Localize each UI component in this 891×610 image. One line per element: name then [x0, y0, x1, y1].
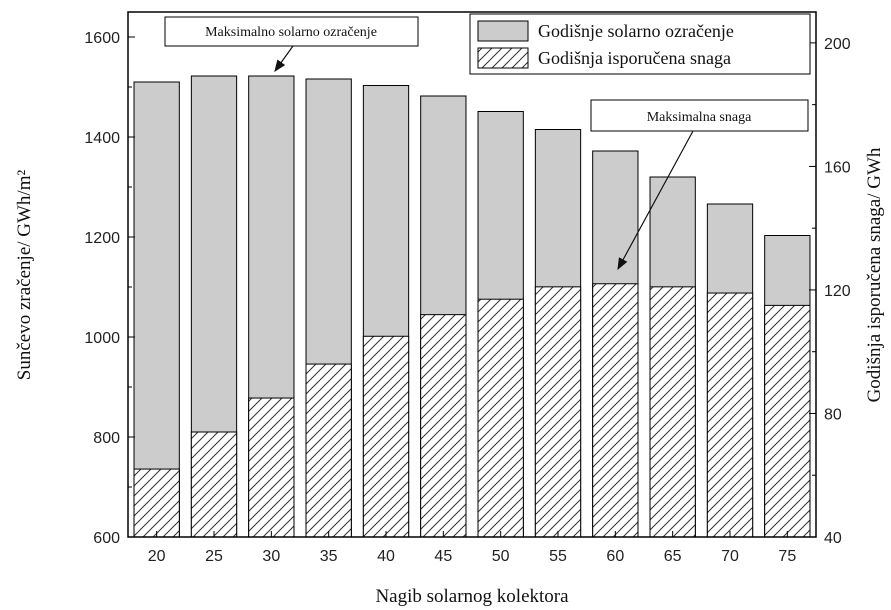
legend-swatch-irradiation — [477, 20, 529, 42]
power-bar — [534, 286, 582, 538]
legend-label-irradiation: Godišnje solarno ozračenje — [538, 21, 734, 41]
left-axis: 600 800 1000 1200 1400 1600 — [84, 30, 135, 547]
left-tick-label: 1600 — [84, 30, 120, 47]
power-bar — [764, 304, 811, 538]
x-tick-label: 60 — [606, 548, 624, 565]
power-bar — [706, 292, 754, 538]
power-bar — [420, 314, 467, 538]
annotation-max-power: Maksimalna snaga — [590, 99, 809, 271]
annotation-label: Maksimalno solarno ozračenje — [205, 25, 377, 40]
right-axis-title: Godišnja isporučena snaga/ GWh — [864, 147, 885, 402]
power-bar — [133, 468, 180, 538]
right-tick-label: 40 — [824, 530, 842, 547]
annotation-arrow — [274, 45, 294, 72]
legend-swatch-power — [477, 47, 529, 69]
x-tick-label: 50 — [492, 548, 510, 565]
annotation-max-irradiation: Maksimalno solarno ozračenje — [164, 16, 419, 72]
power-bar — [190, 431, 238, 538]
right-tick-label: 200 — [824, 36, 851, 53]
annotation-arrow — [617, 130, 694, 271]
x-tick-label: 35 — [320, 548, 338, 565]
power-bar — [305, 363, 352, 538]
x-tick-label: 20 — [148, 548, 166, 565]
power-bar — [362, 335, 410, 538]
x-axis-title: Nagib solarnog kolektora — [375, 586, 569, 607]
legend: Godišnje solarno ozračenje Godišnja ispo… — [469, 13, 811, 75]
x-tick-label: 75 — [778, 548, 796, 565]
left-tick-label: 1000 — [84, 330, 120, 347]
left-tick-label: 1400 — [84, 130, 120, 147]
x-tick-label: 70 — [721, 548, 739, 565]
power-bar — [248, 397, 295, 538]
x-tick-label: 30 — [262, 548, 280, 565]
x-tick-label: 40 — [377, 548, 395, 565]
right-tick-label: 120 — [824, 283, 851, 300]
power-bar — [649, 286, 696, 538]
irradiation-bar — [133, 81, 180, 538]
left-tick-label: 800 — [93, 430, 120, 447]
x-tick-label: 65 — [664, 548, 682, 565]
right-tick-label: 80 — [824, 406, 842, 423]
x-tick-label: 25 — [205, 548, 223, 565]
x-axis: 20 25 30 35 40 45 50 55 60 65 70 75 — [148, 531, 796, 565]
annotation-box — [590, 99, 809, 132]
power-bar — [592, 283, 639, 538]
x-tick-label: 45 — [434, 548, 452, 565]
legend-label-power: Godišnja isporučena snaga — [538, 48, 731, 68]
plot-frame — [127, 11, 817, 538]
left-tick-label: 1200 — [84, 230, 120, 247]
power-bars — [133, 283, 811, 538]
annotation-label: Maksimalna snaga — [647, 110, 752, 125]
annotation-box — [164, 16, 419, 47]
left-tick-label: 600 — [93, 530, 120, 547]
x-tick-label: 55 — [549, 548, 567, 565]
right-tick-label: 160 — [824, 159, 851, 176]
power-bar — [477, 298, 524, 538]
left-axis-title: Sunčevo zračenje/ GWh/m² — [14, 170, 35, 381]
